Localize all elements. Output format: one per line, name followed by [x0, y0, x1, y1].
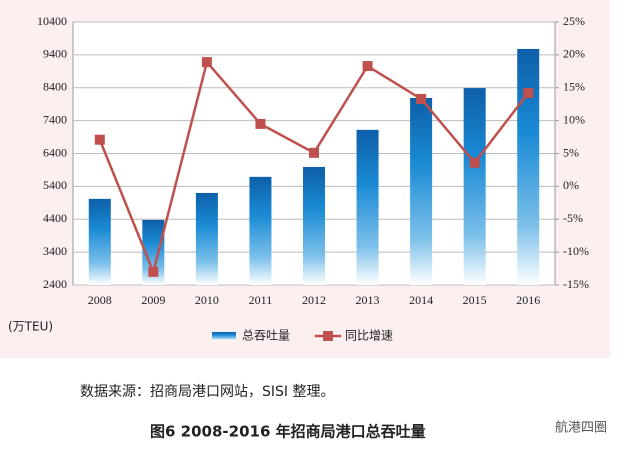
bar: [463, 88, 486, 285]
bar: [195, 192, 218, 285]
y2-tick-label: 15%: [563, 80, 585, 94]
x-tick-label: 2013: [356, 293, 380, 307]
y2-tick-label: 10%: [563, 112, 585, 126]
line-marker: [469, 157, 480, 168]
y-tick-label: 3400: [43, 244, 67, 258]
x-tick-label: 2014: [409, 293, 433, 307]
legend-label: 同比增速: [345, 329, 393, 343]
bar: [356, 129, 379, 285]
y-tick-label: 5400: [43, 178, 67, 192]
y2-tick-label: 5%: [563, 145, 579, 159]
y2-tick-label: 20%: [563, 47, 585, 61]
y-tick-label: 10400: [37, 14, 67, 28]
bar: [88, 198, 111, 285]
y-axis-label: (万TEU): [8, 320, 53, 334]
bar: [517, 48, 540, 285]
y-tick-label: 6400: [43, 145, 67, 159]
y-tick-label: 4400: [43, 211, 67, 225]
line-marker: [362, 61, 373, 72]
legend-swatch: [212, 332, 236, 340]
y2-tick-label: -15%: [563, 277, 589, 291]
bar: [303, 166, 325, 285]
x-tick-label: 2012: [302, 293, 326, 307]
bar: [410, 97, 433, 285]
line-marker: [416, 93, 427, 104]
line-marker: [255, 118, 266, 129]
y-tick-label: 8400: [43, 80, 67, 94]
x-tick-label: 2015: [463, 293, 487, 307]
y2-tick-label: -10%: [563, 244, 589, 258]
y2-tick-label: -5%: [563, 211, 583, 225]
watermark: 航港四圈: [555, 420, 607, 436]
legend-swatch: [323, 331, 333, 341]
y2-tick-label: 0%: [563, 178, 579, 192]
x-tick-label: 2010: [195, 293, 219, 307]
y2-tick-label: 25%: [563, 14, 585, 28]
y-tick-label: 7400: [43, 112, 67, 126]
y-tick-label: 9400: [43, 47, 67, 61]
legend-label: 总吞吐量: [242, 329, 290, 343]
y-tick-label: 2400: [43, 277, 67, 291]
x-tick-label: 2016: [516, 293, 540, 307]
line-marker: [201, 57, 212, 68]
bar: [249, 176, 272, 285]
line-marker: [309, 147, 319, 158]
line-marker: [148, 266, 159, 277]
bar: [142, 219, 165, 285]
line-marker: [94, 134, 105, 145]
source-note: 数据来源：招商局港口网站，SISI 整理。: [80, 384, 334, 400]
line-marker: [523, 88, 534, 99]
x-tick-label: 2011: [249, 293, 273, 307]
x-tick-label: 2009: [141, 293, 165, 307]
caption: 图6 2008-2016 年招商局港口总吞吐量: [150, 423, 426, 441]
x-tick-label: 2008: [88, 293, 112, 307]
